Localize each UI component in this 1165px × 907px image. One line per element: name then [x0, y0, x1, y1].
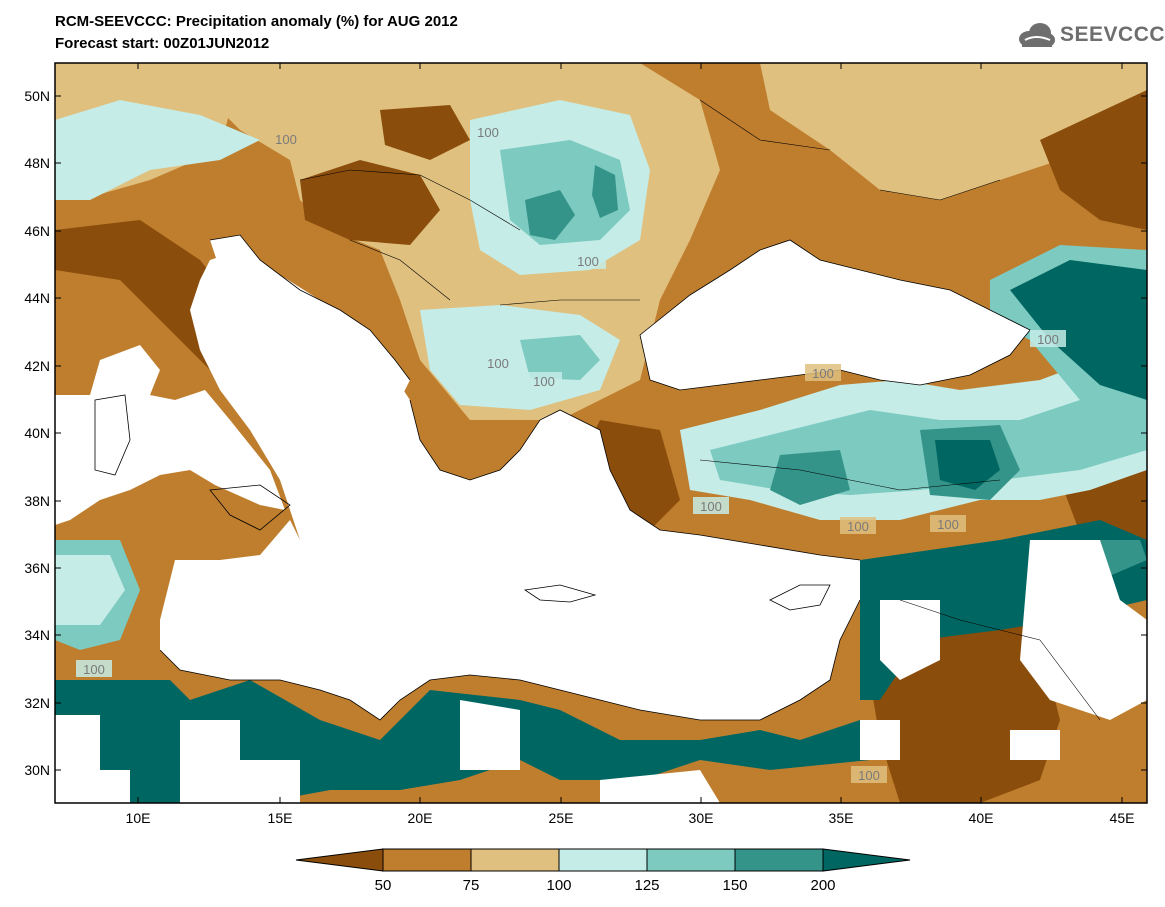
- contour-label: 100: [700, 499, 722, 514]
- contour-label: 100: [487, 356, 509, 371]
- legend-label: 125: [634, 877, 659, 894]
- lat-label: 32N: [24, 695, 50, 711]
- coastline-italy: [209, 234, 411, 381]
- field-pale-teal-alps: [55, 100, 260, 200]
- border-lines: [299, 99, 1101, 721]
- legend-swatch-150-200: [734, 848, 824, 872]
- contour-label: 100: [858, 768, 880, 783]
- lat-label: 38N: [24, 493, 50, 509]
- field-nodata-sinai: [860, 720, 900, 760]
- contour-label: 100: [847, 519, 869, 534]
- lat-label: 42N: [24, 358, 50, 374]
- field-pale-teal-tunisia: [55, 555, 125, 625]
- adriatic-sea: [210, 235, 410, 400]
- field-dark-carpathian: [380, 105, 470, 160]
- lat-label: 40N: [24, 425, 50, 441]
- seas: [55, 235, 1030, 720]
- field-nodata-libya-2: [180, 720, 300, 803]
- lat-label: 30N: [24, 762, 50, 778]
- mediterranean-sea: [55, 250, 860, 720]
- forecast-start-subtitle: Forecast start: 00Z01JUN2012: [55, 35, 270, 52]
- logo-text: SEEVCCC: [1060, 23, 1165, 46]
- field-teal-romania: [525, 190, 575, 240]
- lon-label: 20E: [408, 810, 433, 826]
- legend-swatch-125-150: [646, 848, 736, 872]
- lon-label: 40E: [969, 810, 994, 826]
- field-dark-hungary: [300, 160, 440, 245]
- lon-label: 30E: [689, 810, 714, 826]
- lon-labels: 10E 15E 20E 25E 30E 35E 40E 45E: [126, 810, 1135, 826]
- color-legend: [295, 848, 911, 872]
- coastline-crete: [523, 584, 597, 603]
- contour-label: 100: [812, 366, 834, 381]
- lat-label: 44N: [24, 290, 50, 306]
- lat-label: 36N: [24, 560, 50, 576]
- page-title: RCM-SEEVCCC: Precipitation anomaly (%) f…: [55, 13, 458, 30]
- contour-labels: 100 100 100 100 100 100 100 100 100 100 …: [76, 123, 1066, 783]
- legend-label: 150: [722, 877, 747, 894]
- contour-label: 100: [1037, 332, 1059, 347]
- lat-label: 46N: [24, 223, 50, 239]
- coastline-balkans: [409, 399, 861, 561]
- coastline-black-sea: [639, 239, 1031, 391]
- lon-label: 15E: [268, 810, 293, 826]
- lon-label: 25E: [549, 810, 574, 826]
- lat-label: 48N: [24, 155, 50, 171]
- field-light-teal-balkans: [520, 335, 600, 380]
- contour-label: 100: [83, 662, 105, 677]
- lat-label: 34N: [24, 627, 50, 643]
- legend-label: 50: [375, 877, 392, 894]
- lon-label: 10E: [126, 810, 151, 826]
- field-teal-romania-2: [592, 165, 618, 218]
- field-pale-teal-balkans: [420, 305, 620, 410]
- field-nodata-iraq-2: [1010, 730, 1060, 760]
- legend-labels: 50 75 100 125 150 200: [375, 877, 836, 894]
- coastline-sardinia: [94, 394, 131, 476]
- field-dark-teal-caucasus: [1010, 260, 1147, 400]
- contour-label: 100: [533, 374, 555, 389]
- field-nodata-libya-1: [55, 715, 130, 803]
- legend-swatch-below-50: [295, 848, 384, 872]
- legend-swatch-above-200: [822, 848, 911, 872]
- lon-label: 35E: [829, 810, 854, 826]
- lat-ticks: [55, 95, 1147, 771]
- black-sea: [640, 240, 1030, 390]
- legend-label: 75: [463, 877, 480, 894]
- coastlines: [94, 99, 1101, 721]
- coastline-cyprus: [769, 584, 831, 611]
- lon-label: 45E: [1110, 810, 1135, 826]
- field-dark-teal-east-turkey: [935, 440, 1000, 490]
- contour-label: 100: [937, 517, 959, 532]
- lat-label: 50N: [24, 88, 50, 104]
- contour-label: 100: [275, 132, 297, 147]
- legend-swatch-100-125: [558, 848, 648, 872]
- contour-label: 100: [477, 125, 499, 140]
- field-nodata-libya-3: [460, 700, 520, 770]
- seevccc-logo: SEEVCCC: [1016, 20, 1165, 50]
- legend-label: 100: [546, 877, 571, 894]
- lat-labels: 50N 48N 46N 44N 42N 40N 38N 36N 34N 32N …: [24, 88, 50, 778]
- field-dark-caucasus-north: [1040, 90, 1147, 230]
- coastline-sicily: [209, 484, 291, 531]
- field-teal-anatolia: [770, 450, 850, 505]
- field-nodata-syria-1: [880, 600, 940, 680]
- legend-label: 200: [810, 877, 835, 894]
- coastline-africa: [159, 599, 861, 721]
- cloud-icon: [1019, 23, 1055, 47]
- legend-swatch-75-100: [470, 848, 560, 872]
- contour-label: 100: [577, 254, 599, 269]
- field-nodata-iraq-1: [1020, 540, 1147, 720]
- field-tan-ukraine: [760, 63, 1147, 200]
- field-nodata-egypt-1: [600, 770, 720, 803]
- lon-ticks: [137, 63, 1123, 803]
- legend-swatch-50-75: [382, 848, 472, 872]
